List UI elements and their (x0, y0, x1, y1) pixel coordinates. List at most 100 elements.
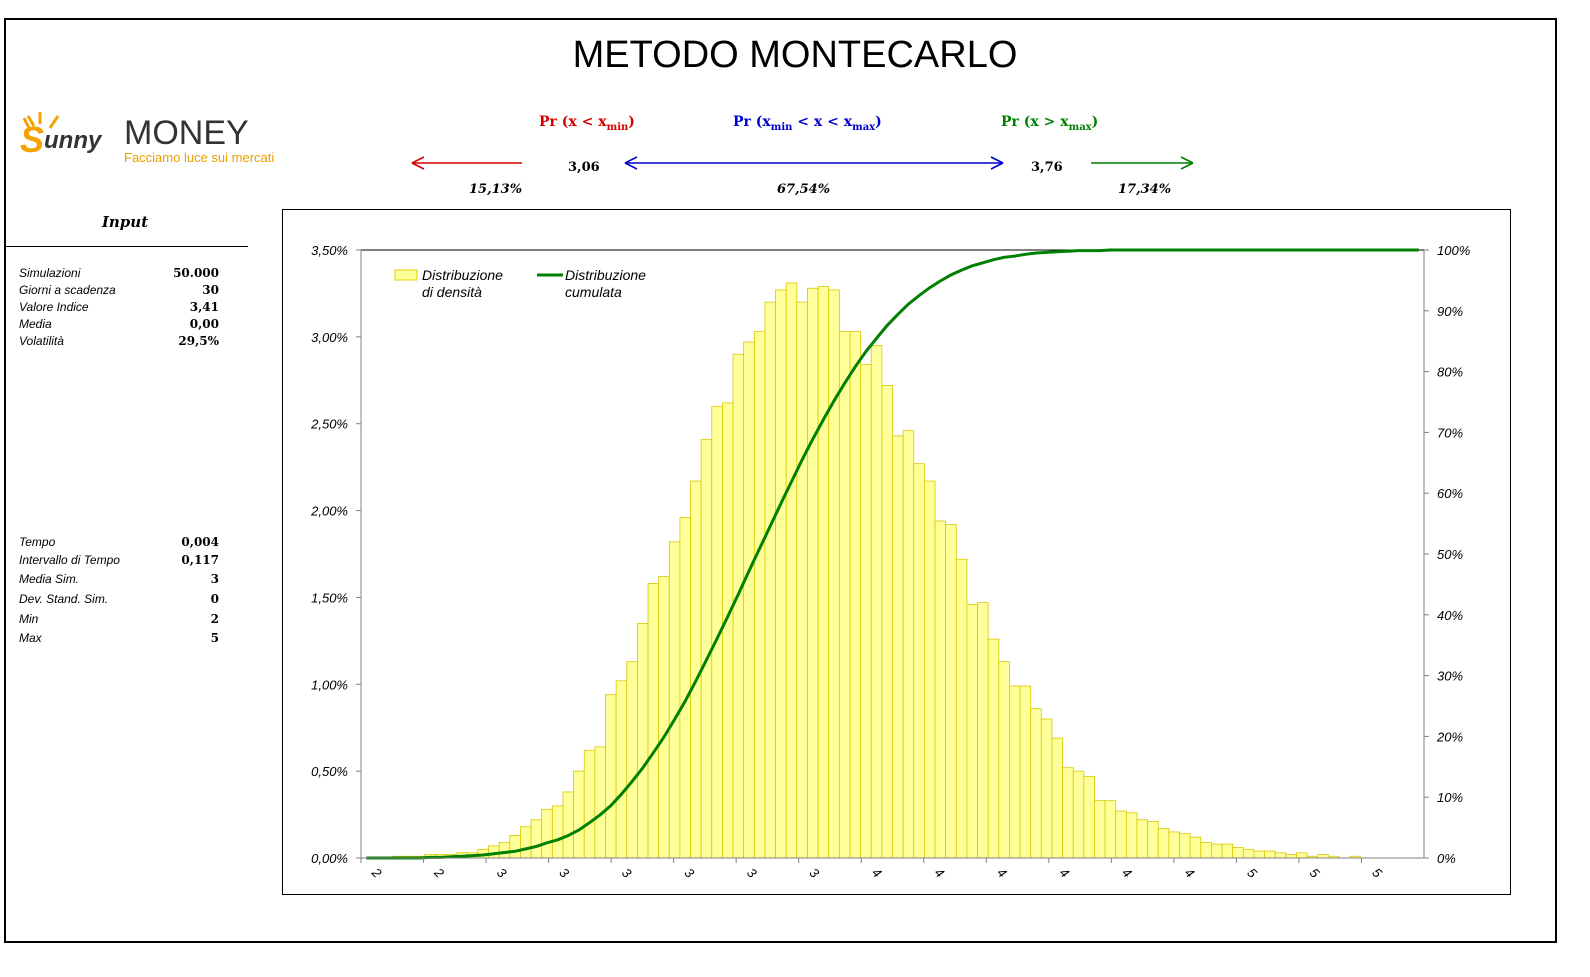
input-heading: Input (101, 213, 149, 231)
param-label: Simulazioni (19, 266, 81, 280)
density-bar (658, 576, 670, 859)
density-bar (690, 480, 702, 859)
density-bar (541, 808, 553, 859)
pr-middle-label: Pr (xmin < x < xmax) (733, 114, 882, 133)
cumulative-series-line (366, 248, 1419, 860)
x-tick-label: 4 (932, 865, 948, 881)
density-bar (1083, 775, 1095, 859)
density-bar (1264, 850, 1276, 859)
pr-right-label: Pr (x > xmax) (1001, 114, 1099, 133)
density-bar (902, 430, 915, 859)
param-row: Giorni a scadenza 30 (19, 283, 219, 300)
right-arrow-icon (1091, 156, 1194, 170)
y-left-ticks: 0,00% 0,50% 1,00% 1,50% 2,00% 2,50% 3,00% 3,50% (310, 243, 361, 866)
density-bar (1147, 821, 1159, 859)
density-bar (785, 282, 798, 859)
density-bar (1168, 831, 1180, 859)
density-bar (605, 694, 617, 859)
y-left-tick-label: 2,50% (310, 417, 348, 432)
density-bar (1211, 843, 1223, 859)
svg-text:unny: unny (44, 127, 103, 154)
param-value: 3,41 (189, 300, 219, 314)
result-label: Intervallo di Tempo (19, 553, 120, 567)
sun-icon (22, 112, 60, 131)
density-bar (1104, 800, 1117, 859)
density-bar (1317, 854, 1329, 859)
y-right-tick-label: 90% (1437, 304, 1463, 319)
x-ticks: 2 2 3 3 3 3 3 3 4 4 4 4 4 4 5 5 5 (360, 858, 1386, 881)
chart-legend: Distribuzione di densità Distribuzione c… (394, 267, 646, 300)
legend-cumulative-label-1: Distribuzione (565, 267, 646, 283)
result-label: Tempo (19, 535, 56, 549)
density-bar (509, 835, 521, 859)
sunny-money-logo: S unny MONEY Facciamo luce sui mercati (20, 112, 274, 165)
density-bar (1296, 852, 1308, 859)
legend-density-label-2: di densità (422, 284, 482, 300)
density-bar (679, 517, 691, 859)
density-bar (1285, 854, 1297, 859)
x-tick-label: 2 (431, 864, 448, 881)
result-value: 5 (210, 631, 219, 645)
param-row: Simulazioni 50.000 (19, 266, 219, 283)
svg-text:MONEY: MONEY (124, 114, 249, 152)
y-right-tick-label: 10% (1437, 790, 1463, 805)
y-left-tick-label: 2,00% (310, 504, 348, 519)
pr-left-label: Pr (x < xmin) (539, 114, 635, 133)
y-left-tick-label: 1,50% (311, 590, 348, 605)
x-tick-label: 5 (1307, 865, 1323, 881)
y-right-tick-label: 30% (1437, 669, 1463, 684)
x-tick-label: 3 (807, 865, 823, 881)
result-row: Intervallo di Tempo 0,117 (19, 553, 219, 570)
result-row: Max 5 (19, 631, 219, 648)
density-bar (1136, 819, 1149, 859)
result-label: Max (19, 631, 42, 645)
density-bar (594, 746, 606, 859)
density-bar (743, 341, 755, 859)
density-bar (498, 841, 511, 859)
density-bar (881, 385, 893, 859)
density-bar (1040, 718, 1053, 859)
result-label: Min (19, 612, 39, 626)
density-bar (520, 826, 532, 859)
density-bar (1179, 833, 1191, 859)
param-row: Volatilità 29,5% (19, 334, 219, 351)
legend-density-swatch (394, 269, 418, 281)
density-bar (966, 603, 978, 859)
density-bar (923, 480, 936, 859)
y-left-tick-label: 0,00% (311, 851, 348, 866)
density-bar (934, 520, 947, 859)
density-bar (1221, 843, 1234, 859)
result-value: 3 (210, 572, 219, 586)
density-bar (530, 819, 543, 859)
density-bar (1009, 685, 1021, 859)
x-tick-label: 4 (994, 865, 1010, 881)
density-bar (1189, 836, 1202, 859)
density-bar (817, 286, 830, 859)
density-bar (722, 402, 734, 859)
x-tick-label: 3 (494, 865, 510, 881)
result-row: Tempo 0,004 (19, 535, 219, 552)
density-bar (562, 791, 575, 859)
legend-cumulative-label-2: cumulata (565, 284, 622, 300)
param-label: Valore Indice (19, 300, 89, 314)
density-bar (668, 541, 681, 859)
param-value: 30 (202, 283, 219, 297)
y-right-tick-label: 0% (1437, 851, 1456, 866)
input-divider (4, 246, 248, 247)
param-value: 50.000 (173, 266, 219, 280)
cumulative-line (366, 248, 1419, 860)
y-right-ticks: 0% 10% 20% 30% 40% 50% 60% 70% 80% 90% 100% (1424, 243, 1470, 866)
result-row: Dev. Stand. Sim. 0 (19, 592, 219, 609)
x-tick-label: 3 (744, 865, 760, 881)
y-left-tick-label: 1,00% (311, 677, 348, 692)
result-label: Dev. Stand. Sim. (19, 592, 109, 606)
density-bar (1094, 800, 1106, 859)
montecarlo-chart: 0,00% 0,50% 1,00% 1,50% 2,00% 2,50% 3,00% 3,50%… (310, 243, 1470, 881)
x-tick-label: 5 (1369, 865, 1385, 881)
y-right-tick-label: 50% (1437, 547, 1463, 562)
legend-density-label-1: Distribuzione (422, 267, 503, 283)
density-bar (1072, 770, 1085, 859)
density-bar (1030, 708, 1042, 859)
y-right-tick-label: 80% (1437, 365, 1463, 380)
density-bar (1274, 852, 1287, 859)
